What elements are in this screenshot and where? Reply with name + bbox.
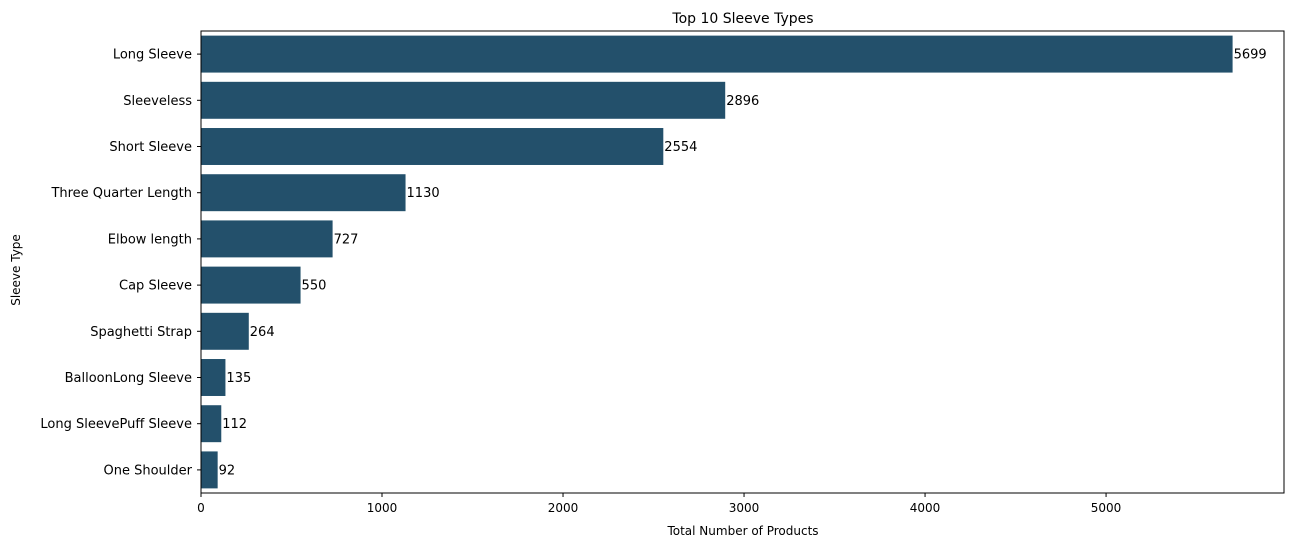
x-axis-label: Total Number of Products [666,524,818,538]
bar-elbow-length [201,220,333,258]
y-tick-label: Long Sleeve [113,48,192,63]
x-axis: 0 1000 2000 3000 4000 5000 [197,493,1121,515]
y-tick-label: Cap Sleeve [119,279,192,294]
bars-group [201,35,1233,489]
value-label-one-shoulder: 92 [219,463,236,478]
x-tick-label: 3000 [729,501,760,515]
x-tick-label: 5000 [1091,501,1122,515]
chart-title: Top 10 Sleeve Types [671,11,813,27]
value-label-long-sleevepuff-sleeve: 112 [222,417,247,432]
value-label-spaghetti-strap: 264 [250,325,275,340]
value-label-short-sleeve: 2554 [664,140,697,155]
bar-balloonlong-sleeve [201,359,226,396]
value-label-elbow-length: 727 [334,232,359,247]
bar-long-sleevepuff-sleeve [201,405,222,443]
bar-spaghetti-strap [201,312,249,350]
x-tick-label: 0 [197,501,205,515]
value-label-cap-sleeve: 550 [302,279,327,294]
y-tick-label: One Shoulder [104,463,193,478]
value-labels-group: 5699 2896 2554 1130 727 550 264 135 112 92 [219,48,1267,479]
x-tick-label: 2000 [548,501,579,515]
y-tick-label: Sleeveless [123,94,192,109]
x-tick-label: 1000 [367,501,398,515]
y-tick-label: Three Quarter Length [50,186,192,201]
value-label-three-quarter-length: 1130 [407,186,440,201]
y-tick-label: Short Sleeve [109,140,192,155]
y-tick-label: Elbow length [108,232,192,247]
plot-frame [200,30,1285,494]
y-axis: Long Sleeve Sleeveless Short Sleeve Three Q… [40,48,201,478]
bar-short-sleeve [201,128,664,165]
y-tick-label: Spaghetti Strap [90,325,192,340]
bar-cap-sleeve [201,266,301,304]
bar-long-sleeve [201,35,1233,73]
value-label-sleeveless: 2896 [726,94,759,109]
x-tick-label: 4000 [910,501,941,515]
value-label-long-sleeve: 5699 [1234,48,1267,63]
y-tick-label: BalloonLong Sleeve [65,371,192,386]
value-label-balloonlong-sleeve: 135 [226,371,251,386]
bar-three-quarter-length [201,174,406,212]
bar-one-shoulder [201,451,218,489]
y-tick-label: Long SleevePuff Sleeve [40,417,192,432]
y-axis-label: Sleeve Type [9,234,23,306]
bar-sleeveless [201,81,726,119]
